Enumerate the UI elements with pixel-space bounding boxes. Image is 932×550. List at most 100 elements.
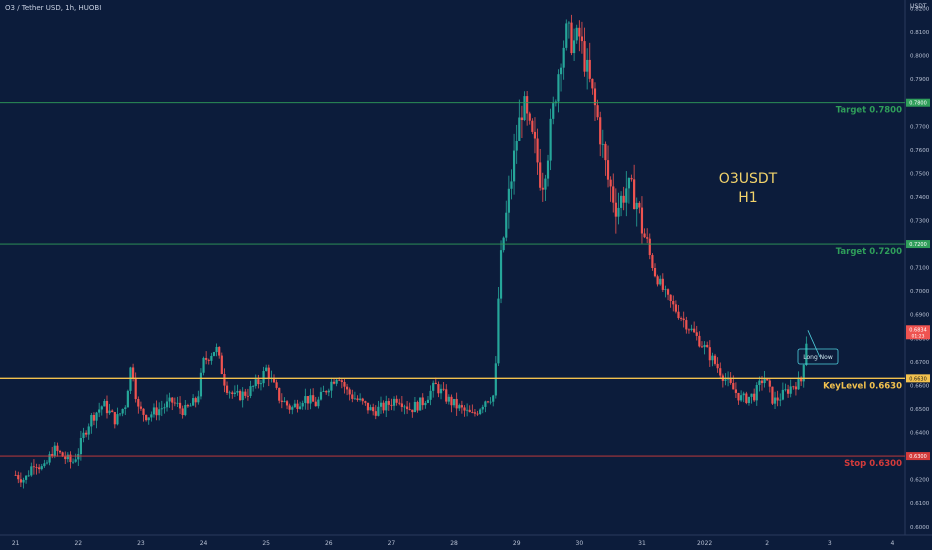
candle-body	[779, 399, 782, 401]
candle-body	[510, 181, 513, 189]
y-tick-label: 0.7700	[910, 124, 930, 130]
candle-body	[526, 96, 529, 114]
candle-body	[416, 401, 419, 411]
candle-body	[426, 399, 430, 403]
y-tick-label: 0.6600	[910, 383, 930, 389]
candle-body	[116, 414, 119, 425]
candle-body	[332, 381, 336, 384]
candle-body	[398, 402, 401, 404]
annotation-leader	[807, 330, 821, 358]
candle-body	[348, 389, 351, 395]
candle-body	[372, 407, 375, 412]
level-price-tag	[906, 452, 930, 461]
candle-body	[773, 397, 777, 404]
annotation-box	[797, 348, 839, 365]
candle-body	[275, 382, 278, 388]
candle-body	[267, 367, 270, 380]
candle-body	[700, 346, 704, 348]
candle-body	[27, 475, 30, 477]
candle-body	[570, 22, 573, 54]
candle-body	[249, 386, 252, 396]
candle-body	[643, 233, 646, 238]
candle-body	[231, 392, 234, 395]
candle-body	[197, 396, 200, 403]
candle-body	[288, 405, 291, 410]
candle-body	[176, 402, 179, 404]
y-tick-label: 0.6000	[910, 525, 930, 531]
candle-body	[559, 67, 563, 75]
candle-body	[421, 397, 424, 406]
candle-body	[666, 289, 670, 295]
candle-body	[98, 409, 101, 413]
candle-body	[74, 459, 77, 462]
candle-body	[38, 467, 41, 470]
candle-body	[160, 408, 163, 410]
candle-body	[419, 397, 422, 411]
candle-body	[82, 432, 85, 439]
chart-title: O3 / Tether USD, 1h, HUOBI	[5, 4, 102, 12]
x-tick-label: 25	[262, 540, 270, 547]
candle-body	[220, 355, 223, 375]
candle-body	[71, 461, 75, 463]
candle-body	[199, 372, 203, 397]
candle-body	[343, 381, 346, 387]
candle-body	[150, 414, 153, 418]
candle-body	[716, 363, 719, 369]
candle-body	[35, 467, 38, 468]
candle-body	[24, 475, 28, 480]
candle-body	[599, 117, 602, 145]
x-tick-label: 21	[12, 540, 20, 547]
candle-body	[439, 388, 443, 394]
candle-body	[455, 398, 458, 409]
candle-body	[181, 408, 184, 416]
candle-body	[763, 378, 766, 384]
candle-body	[460, 405, 463, 408]
candle-body	[283, 401, 286, 403]
candle-body	[134, 378, 137, 400]
candle-body	[202, 357, 205, 373]
candle-body	[85, 432, 88, 435]
candle-body	[369, 407, 372, 411]
candle-body	[544, 178, 547, 190]
candle-body	[458, 405, 461, 409]
candle-body	[520, 117, 524, 121]
candle-body	[345, 386, 349, 390]
candle-body	[586, 59, 589, 72]
candle-body	[30, 466, 33, 476]
candle-body	[257, 379, 260, 385]
candle-body	[340, 380, 343, 382]
candle-body	[353, 398, 357, 400]
candle-body	[48, 454, 51, 463]
candle-body	[528, 113, 531, 121]
candle-body	[92, 415, 96, 421]
y-tick-label: 0.7500	[910, 171, 930, 177]
candle-body	[507, 188, 510, 213]
candle-body	[299, 406, 302, 409]
y-tick-label: 0.6700	[910, 360, 930, 366]
candle-body	[19, 479, 22, 483]
candle-body	[244, 391, 247, 396]
candle-body	[646, 237, 649, 239]
candle-body	[56, 445, 59, 451]
candle-body	[619, 195, 623, 208]
candle-body	[450, 396, 453, 406]
candle-body	[674, 304, 677, 312]
candle-body	[575, 27, 578, 41]
candle-body	[565, 23, 568, 48]
candle-body	[434, 382, 437, 385]
y-tick-label: 0.6500	[910, 407, 930, 413]
candle-body	[53, 445, 56, 457]
candle-body	[262, 370, 265, 384]
candle-body	[408, 409, 411, 410]
candle-body	[499, 250, 503, 299]
y-tick-label: 0.7400	[910, 195, 930, 201]
candle-body	[241, 391, 244, 401]
x-tick-label: 30	[576, 540, 584, 547]
candle-body	[411, 409, 414, 413]
candle-body	[557, 74, 560, 102]
symbol-label: O3USDT	[719, 171, 778, 187]
candle-body	[158, 409, 161, 416]
level-label: Target 0.7800	[836, 106, 902, 116]
candle-body	[617, 207, 620, 217]
